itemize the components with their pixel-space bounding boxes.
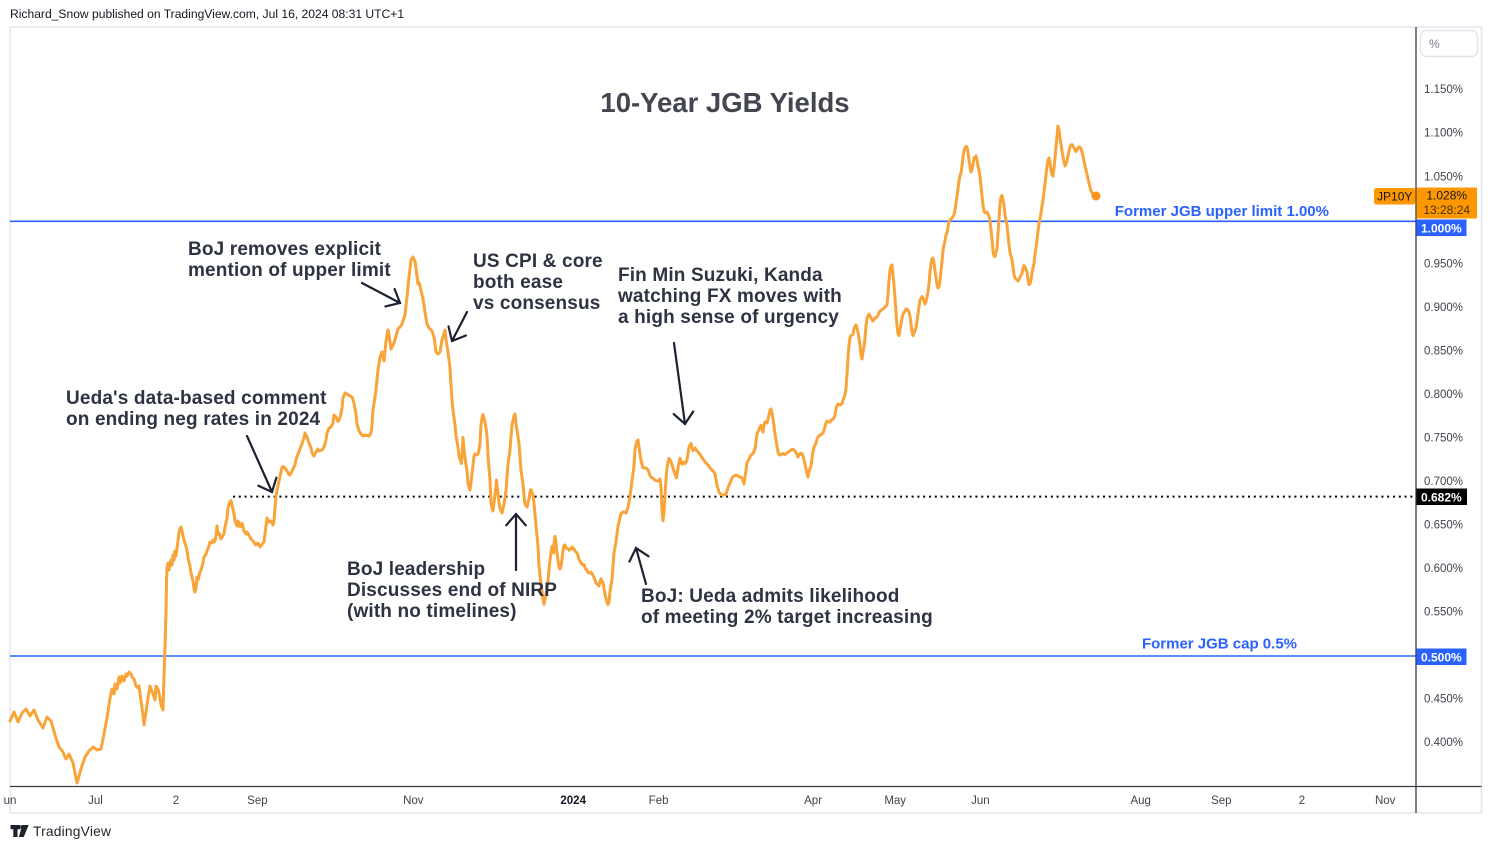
- svg-text:0.950%: 0.950%: [1424, 258, 1463, 270]
- svg-text:1.100%: 1.100%: [1424, 128, 1463, 140]
- svg-text:Sep: Sep: [247, 795, 267, 807]
- svg-text:on ending neg rates in 2024: on ending neg rates in 2024: [66, 409, 321, 430]
- svg-text:13:28:24: 13:28:24: [1423, 203, 1470, 217]
- svg-text:%: %: [1429, 37, 1440, 51]
- svg-text:0.700%: 0.700%: [1424, 476, 1463, 488]
- svg-text:Discusses end of NIRP: Discusses end of NIRP: [347, 580, 557, 601]
- svg-text:(with no timelines): (with no timelines): [347, 601, 517, 622]
- svg-text:TradingView: TradingView: [33, 824, 111, 839]
- svg-text:Former JGB upper limit 1.00%: Former JGB upper limit 1.00%: [1115, 203, 1329, 220]
- svg-text:both ease: both ease: [473, 272, 563, 293]
- svg-text:0.750%: 0.750%: [1424, 433, 1463, 445]
- svg-text:Jun: Jun: [971, 795, 990, 807]
- svg-text:Sep: Sep: [1211, 795, 1231, 807]
- svg-text:0.550%: 0.550%: [1424, 607, 1463, 619]
- svg-text:US CPI & core: US CPI & core: [473, 251, 603, 272]
- svg-text:0.682%: 0.682%: [1421, 491, 1462, 505]
- svg-text:watching FX moves with: watching FX moves with: [617, 286, 842, 307]
- svg-text:of meeting 2% target increasin: of meeting 2% target increasing: [641, 607, 933, 628]
- svg-text:0.600%: 0.600%: [1424, 563, 1463, 575]
- svg-text:Richard_Snow published on Trad: Richard_Snow published on TradingView.co…: [10, 7, 404, 21]
- svg-text:Jul: Jul: [88, 795, 103, 807]
- svg-text:Aug: Aug: [1130, 795, 1150, 807]
- svg-text:10-Year JGB Yields: 10-Year JGB Yields: [600, 87, 849, 118]
- svg-text:mention of upper limit: mention of upper limit: [188, 260, 391, 281]
- svg-text:Nov: Nov: [403, 795, 424, 807]
- svg-text:1.050%: 1.050%: [1424, 171, 1463, 183]
- svg-text:2: 2: [173, 795, 179, 807]
- svg-text:2: 2: [1299, 795, 1305, 807]
- svg-text:0.400%: 0.400%: [1424, 737, 1463, 749]
- svg-text:Nov: Nov: [1375, 795, 1396, 807]
- svg-text:un: un: [4, 795, 17, 807]
- svg-text:Former JGB cap 0.5%: Former JGB cap 0.5%: [1142, 636, 1297, 653]
- svg-text:a high sense of urgency: a high sense of urgency: [618, 307, 839, 328]
- svg-text:0.900%: 0.900%: [1424, 302, 1463, 314]
- svg-text:0.650%: 0.650%: [1424, 520, 1463, 532]
- svg-text:Ueda's data-based comment: Ueda's data-based comment: [66, 388, 327, 409]
- svg-text:Feb: Feb: [649, 795, 669, 807]
- svg-text:BoJ: Ueda admits likelihood: BoJ: Ueda admits likelihood: [641, 586, 899, 607]
- svg-text:2024: 2024: [560, 795, 586, 807]
- svg-text:1.000%: 1.000%: [1421, 222, 1462, 236]
- svg-text:JP10Y: JP10Y: [1377, 190, 1412, 204]
- svg-text:0.500%: 0.500%: [1421, 651, 1462, 665]
- svg-text:0.850%: 0.850%: [1424, 345, 1463, 357]
- svg-text:Apr: Apr: [804, 795, 822, 807]
- svg-text:0.450%: 0.450%: [1424, 694, 1463, 706]
- svg-text:BoJ leadership: BoJ leadership: [347, 559, 485, 580]
- svg-text:BoJ removes explicit: BoJ removes explicit: [188, 239, 382, 260]
- svg-text:Fin Min Suzuki, Kanda: Fin Min Suzuki, Kanda: [618, 265, 823, 286]
- svg-text:1.028%: 1.028%: [1426, 189, 1467, 203]
- svg-text:vs consensus: vs consensus: [473, 293, 600, 314]
- svg-text:0.800%: 0.800%: [1424, 389, 1463, 401]
- svg-text:1.150%: 1.150%: [1424, 84, 1463, 96]
- svg-text:May: May: [884, 795, 906, 807]
